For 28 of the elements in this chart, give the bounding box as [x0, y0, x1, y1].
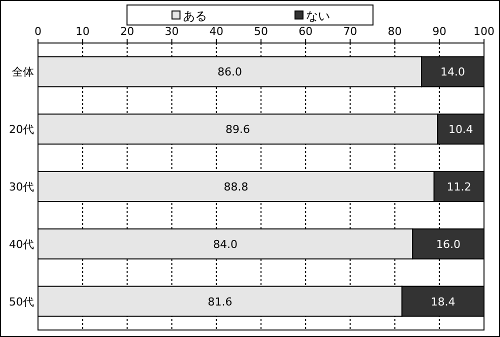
data-label: 86.0 — [218, 66, 242, 79]
x-tick-label: 80 — [388, 25, 402, 38]
x-tick-label: 100 — [474, 25, 494, 38]
x-tick-label: 90 — [432, 25, 446, 38]
data-label: 81.6 — [208, 295, 232, 308]
data-label: 14.0 — [440, 66, 466, 79]
data-label: 18.4 — [430, 295, 456, 308]
x-tick-label: 30 — [164, 25, 179, 38]
x-tick-label: 0 — [34, 25, 42, 38]
data-label: 88.8 — [224, 180, 248, 194]
data-label: 84.0 — [213, 238, 238, 251]
y-tick-label: 20代 — [9, 123, 34, 136]
data-label: 89.6 — [226, 123, 250, 136]
x-tick-label: 50 — [254, 25, 268, 38]
x-tick-label: 40 — [209, 25, 224, 38]
y-tick-label: 40代 — [9, 238, 34, 251]
data-label: 10.4 — [448, 123, 474, 136]
legend-label: ある — [183, 9, 207, 23]
y-tick-label: 全体 — [12, 66, 34, 79]
data-label: 16.0 — [436, 238, 461, 251]
data-label: 11.2 — [446, 180, 472, 194]
x-tick-label: 20 — [120, 25, 134, 38]
x-tick-label: 60 — [298, 25, 313, 38]
legend-label: ない — [306, 9, 330, 23]
y-tick-label: 50代 — [9, 295, 34, 308]
x-tick-label: 70 — [343, 25, 358, 38]
y-tick-label: 30代 — [9, 180, 34, 194]
x-tick-label: 10 — [76, 25, 90, 38]
